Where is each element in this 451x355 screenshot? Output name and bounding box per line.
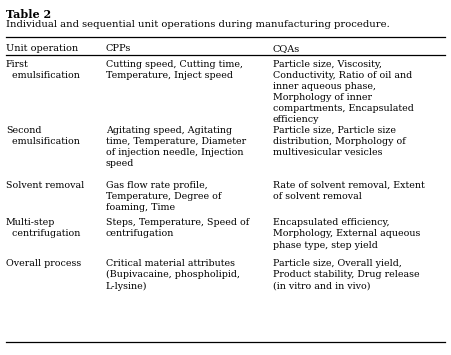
Text: Gas flow rate profile,
Temperature, Degree of
foaming, Time: Gas flow rate profile, Temperature, Degr… <box>106 181 221 212</box>
Text: Agitating speed, Agitating
time, Temperature, Diameter
of injection needle, Inje: Agitating speed, Agitating time, Tempera… <box>106 126 246 168</box>
Text: Critical material attributes
(Bupivacaine, phospholipid,
L-lysine): Critical material attributes (Bupivacain… <box>106 259 240 291</box>
Text: Table 2: Table 2 <box>6 9 51 20</box>
Text: Particle size, Viscosity,
Conductivity, Ratio of oil and
inner aqueous phase,
Mo: Particle size, Viscosity, Conductivity, … <box>273 60 414 124</box>
Text: Unit operation: Unit operation <box>6 44 78 53</box>
Text: Individual and sequential unit operations during manufacturing procedure.: Individual and sequential unit operation… <box>6 20 390 28</box>
Text: Steps, Temperature, Speed of
centrifugation: Steps, Temperature, Speed of centrifugat… <box>106 218 249 239</box>
Text: Overall process: Overall process <box>6 259 81 268</box>
Text: Multi-step
  centrifugation: Multi-step centrifugation <box>6 218 80 239</box>
Text: First
  emulsification: First emulsification <box>6 60 80 80</box>
Text: Solvent removal: Solvent removal <box>6 181 84 190</box>
Text: Particle size, Particle size
distribution, Morphology of
multivesicular vesicles: Particle size, Particle size distributio… <box>273 126 405 157</box>
Text: Rate of solvent removal, Extent
of solvent removal: Rate of solvent removal, Extent of solve… <box>273 181 424 201</box>
Text: CQAs: CQAs <box>273 44 300 53</box>
Text: Cutting speed, Cutting time,
Temperature, Inject speed: Cutting speed, Cutting time, Temperature… <box>106 60 243 80</box>
Text: Second
  emulsification: Second emulsification <box>6 126 80 146</box>
Text: CPPs: CPPs <box>106 44 131 53</box>
Text: Encapsulated efficiency,
Morphology, External aqueous
phase type, step yield: Encapsulated efficiency, Morphology, Ext… <box>273 218 420 250</box>
Text: Particle size, Overall yield,
Product stability, Drug release
(in vitro and in v: Particle size, Overall yield, Product st… <box>273 259 419 290</box>
